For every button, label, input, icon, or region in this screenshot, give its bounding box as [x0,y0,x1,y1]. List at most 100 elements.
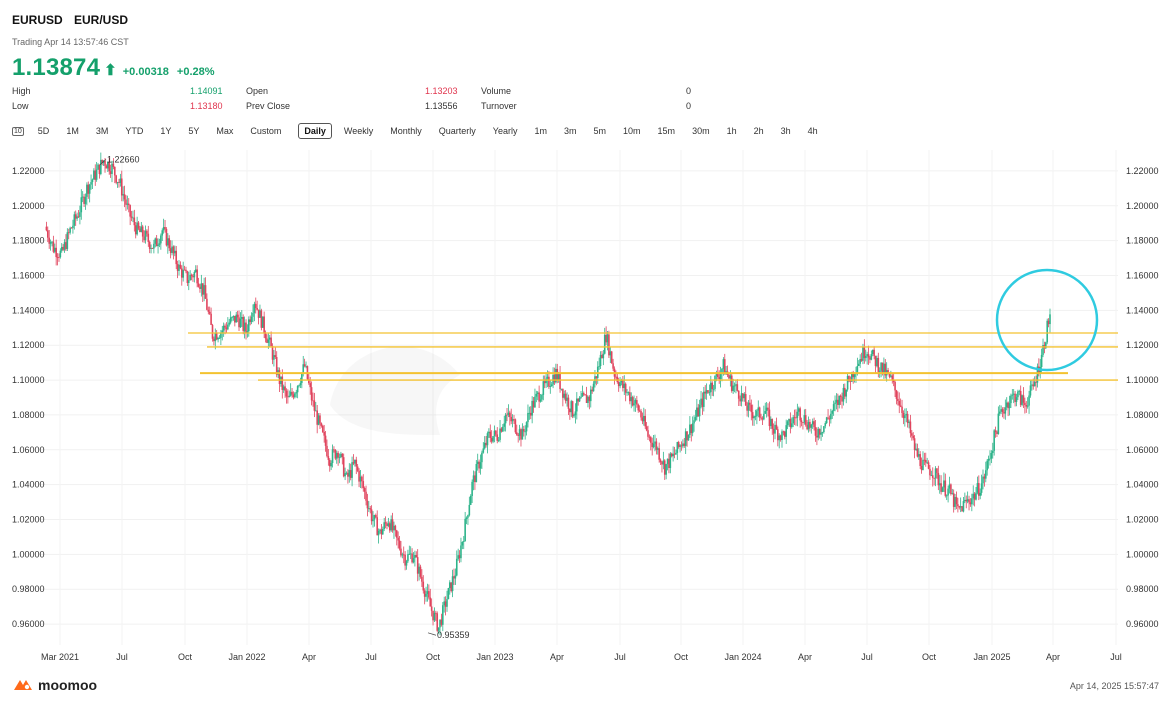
candle-body [397,537,399,541]
y-tick-label-right: 1.12000 [1126,340,1159,350]
candle-body [824,423,827,427]
tab-max[interactable]: Max [216,126,234,136]
x-tick-label: Jul [365,652,377,662]
tab-2h[interactable]: 2h [753,126,764,136]
candle-body [902,412,905,419]
candle-body [301,372,303,383]
tab-ytd[interactable]: YTD [125,126,144,136]
x-tick-label: Jan 2023 [476,652,513,662]
candle-body [366,500,369,509]
y-tick-label-left: 1.22000 [12,166,45,176]
tab-3m[interactable]: 3m [564,126,577,136]
candle-body [48,237,50,244]
candle-body [933,477,935,479]
candle-body [453,576,455,579]
y-tick-label-left: 1.04000 [12,480,45,490]
candle-body [323,432,325,436]
candle-body [1042,345,1044,355]
candle-body [809,421,811,428]
candle-body [264,332,267,339]
candle-body [806,424,808,430]
candle-body [474,475,476,483]
tab-10m[interactable]: 10m [623,126,641,136]
candle-body [101,159,104,163]
candle-body [703,391,705,407]
candle-body [462,541,465,542]
candle-body [945,495,948,497]
tab-weekly[interactable]: Weekly [343,126,374,136]
tab-5y[interactable]: 5Y [188,126,200,136]
candle-body [411,553,413,563]
candle-body [754,416,757,417]
candle-body [77,216,80,218]
candle-body [345,472,348,474]
candle-body [457,555,459,559]
tab-1h[interactable]: 1h [726,126,737,136]
candle-body [1040,354,1043,368]
candle-body [479,462,482,469]
candle-body [934,468,937,479]
tab-5m[interactable]: 5m [593,126,607,136]
candle-body [980,483,983,493]
candle-body [1003,412,1005,414]
candle-body [391,519,394,531]
tab-3h[interactable]: 3h [780,126,791,136]
tab-5d[interactable]: 5D [37,126,50,136]
low-annotation: 0.95359 [437,630,470,640]
candle-body [834,402,836,405]
candle-body [747,402,750,411]
tab-1m[interactable]: 1M [66,126,79,136]
candle-body [689,424,691,436]
price-chart[interactable]: 1.22000 1.22000 1.20000 1.20000 1.18000 1.180… [0,145,1171,665]
candle-body [704,391,707,394]
candle-body [338,456,341,458]
candle-body [116,182,119,183]
candle-body [274,355,277,358]
tab-15m[interactable]: 15m [657,126,676,136]
candle-body [294,393,296,398]
tab-quarterly[interactable]: Quarterly [438,126,476,136]
tab-1y[interactable]: 1Y [160,126,172,136]
candle-body [419,566,422,577]
candle-body [527,412,529,423]
candle-body [737,390,740,399]
candle-body [634,400,637,404]
candle-body [620,379,623,383]
candle-body [658,448,660,460]
candle-body [288,395,291,398]
candle-body [81,196,84,198]
candle-body [478,461,480,469]
tab-monthly[interactable]: Monthly [390,126,422,136]
tab-yearly[interactable]: Yearly [492,126,518,136]
tab-3m[interactable]: 3M [95,126,109,136]
candle-body [643,415,645,422]
tab-daily[interactable]: Daily [298,123,332,139]
candle-body [1004,407,1007,414]
candle-body [878,370,881,373]
tab-30m[interactable]: 30m [692,126,710,136]
candle-body [331,449,334,464]
candle-body [739,398,741,402]
candle-body [298,385,300,387]
tab-4h[interactable]: 4h [807,126,818,136]
candle-body [83,196,85,204]
candle-body [595,376,598,378]
candle-body [915,448,917,451]
candle-body [282,386,285,390]
y-tick-label-right: 1.00000 [1126,549,1159,559]
candle-body [696,407,698,418]
candle-body [342,457,345,477]
calendar-icon[interactable]: 10 [12,126,24,136]
candle-body [788,418,790,422]
candle-body [471,481,473,496]
candle-body [316,410,318,425]
candle-body [76,216,78,219]
candle-body [285,390,288,397]
candle-body [853,374,856,378]
candle-body [206,298,208,310]
candle-body [811,421,814,425]
tab-custom[interactable]: Custom [250,126,282,136]
candle-body [361,476,363,482]
tab-1m[interactable]: 1m [534,126,547,136]
candle-body [897,398,899,401]
